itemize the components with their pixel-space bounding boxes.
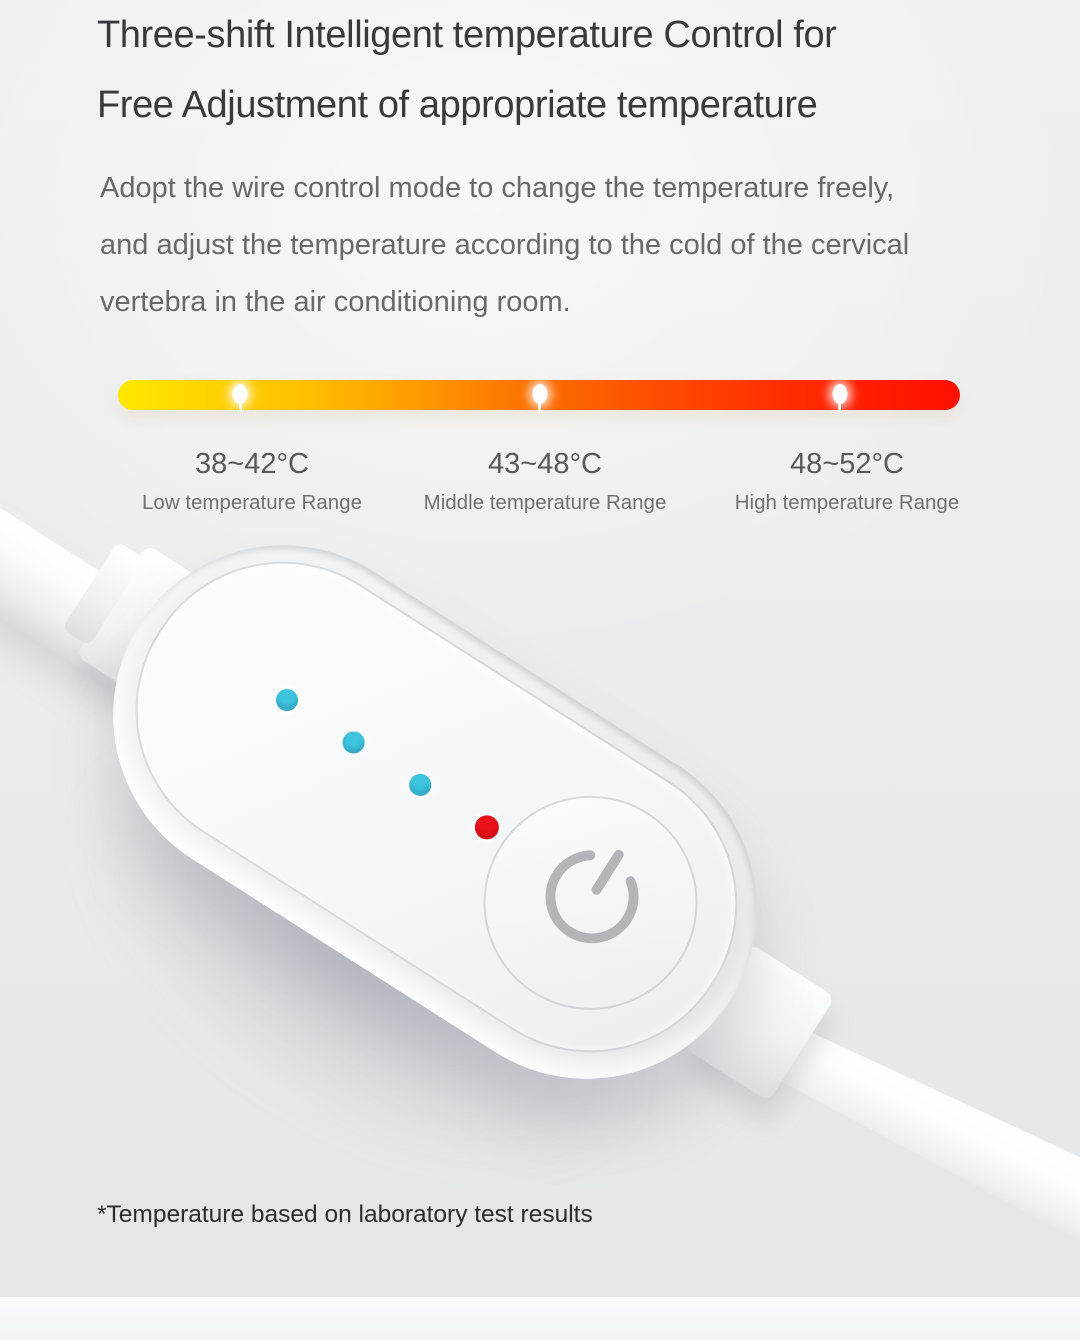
table-surface	[0, 1297, 1080, 1340]
description-line-2: and adjust the temperature according to …	[100, 229, 910, 261]
range-high-label: High temperature Range	[734, 491, 960, 514]
description: Adopt the wire control mode to change th…	[100, 160, 1020, 331]
description-line-3: vertebra in the air conditioning room.	[100, 286, 571, 318]
power-icon[interactable]	[519, 820, 668, 969]
range-high: 48~52°C High temperature Range	[687, 447, 1007, 515]
flat-cable-right	[753, 1002, 1080, 1340]
temperature-gradient-bar	[118, 380, 960, 410]
range-low-label: Low temperature Range	[142, 491, 362, 514]
description-line-1: Adopt the wire control mode to change th…	[100, 172, 895, 204]
title-line-2: Free Adjustment of appropriate temperatu…	[97, 84, 818, 126]
range-middle-temp: 43~48°C	[488, 448, 602, 480]
range-middle: 43~48°C Middle temperature Range	[385, 447, 705, 515]
scale-marker-middle	[532, 384, 548, 404]
scale-marker-high	[832, 384, 848, 404]
range-low-temp: 38~42°C	[195, 448, 309, 480]
range-low: 38~42°C Low temperature Range	[92, 447, 412, 515]
scale-marker-low	[232, 384, 248, 404]
page-title: Three-shift Intelligent temperature Cont…	[97, 0, 1017, 140]
footnote: *Temperature based on laboratory test re…	[97, 1201, 593, 1228]
range-high-temp: 48~52°C	[790, 448, 904, 480]
range-middle-label: Middle temperature Range	[423, 491, 667, 514]
title-line-1: Three-shift Intelligent temperature Cont…	[97, 14, 837, 56]
